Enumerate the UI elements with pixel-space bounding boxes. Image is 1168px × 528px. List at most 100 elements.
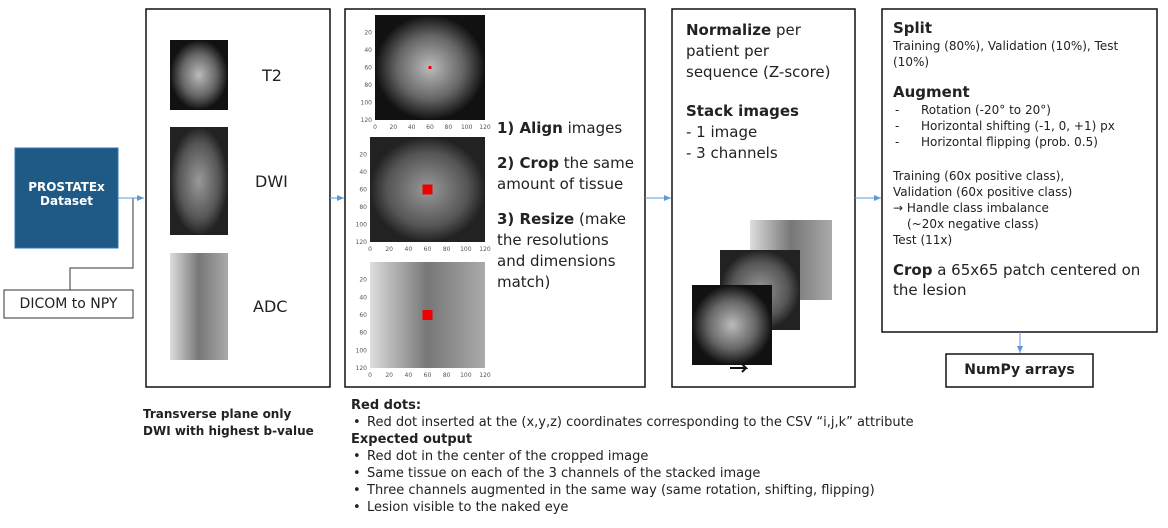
note-item: Red dot in the center of the cropped ima… [351, 448, 914, 465]
axis-tick-label: 60 [364, 65, 372, 72]
axis-tick-label: 120 [479, 246, 491, 253]
lesion-dot [422, 184, 433, 195]
red-dots-title: Red dots: [351, 398, 422, 413]
axis-tick-label: 100 [461, 124, 473, 131]
steps: 1) Align images 2) Crop the same amount … [497, 118, 639, 307]
axis-tick-label: 80 [364, 82, 372, 89]
sequence-label: ADC [253, 297, 288, 316]
augment-list: Rotation (-20° to 20°) Horizontal shifti… [893, 102, 1153, 150]
step-text: (make the resolutions and dimensions mat… [497, 210, 627, 291]
dataset-prep-box [881, 8, 1158, 333]
axis-tick-label: 80 [443, 372, 451, 379]
note: Transverse plane only [143, 407, 292, 421]
balance-line: Validation (60x positive class) [893, 185, 1073, 199]
axis-tick-label: 40 [364, 47, 372, 54]
sequence-label: DWI [255, 172, 288, 191]
sequence-notes: Transverse plane only DWI with highest b… [143, 406, 314, 440]
stack-item: - 1 image [686, 123, 758, 141]
crop-text: a 65x65 patch centered on the lesion [893, 261, 1141, 299]
step: 3) Resize (make the resolutions and dime… [497, 209, 639, 293]
axis-tick-label: 20 [385, 246, 393, 253]
crop: Crop a 65x65 patch centered on the lesio… [893, 260, 1153, 300]
axis-tick-label: 20 [359, 277, 367, 284]
axis-tick-label: 120 [356, 365, 368, 372]
normalize-text: per patient per sequence (Z-score) [686, 21, 831, 81]
connector [69, 198, 134, 290]
stack-title: Stack images [686, 102, 799, 120]
axis-tick-label: 100 [361, 100, 373, 107]
split-text: Training (80%), Validation (10%), Test (… [893, 39, 1119, 69]
note-item: Lesion visible to the naked eye [351, 499, 914, 516]
split-title: Split [893, 19, 932, 37]
t2-image [170, 40, 228, 110]
conversion-box [3, 289, 134, 319]
axis-tick-label: 40 [359, 169, 367, 176]
axis-tick-label: 0 [368, 246, 372, 253]
step-bold: 1) Align [497, 119, 563, 137]
normalize-bold: Normalize [686, 21, 772, 39]
axis-tick-label: 80 [443, 246, 451, 253]
note-item: Three channels augmented in the same way… [351, 482, 914, 499]
axis-tick-label: 120 [479, 124, 491, 131]
axis-tick-label: 60 [424, 246, 432, 253]
lesion-dot [428, 66, 432, 69]
output-label: NumPy arrays [964, 362, 1075, 378]
sequence-label: T2 [262, 66, 282, 85]
augment-item: Rotation (-20° to 20°) [893, 102, 1153, 118]
lesion-dot [422, 310, 433, 320]
axis-tick-label: 20 [390, 124, 398, 131]
red-dots-list: Red dot inserted at the (x,y,z) coordina… [351, 414, 914, 431]
crop-bold: Crop [893, 261, 933, 279]
note-item: Red dot inserted at the (x,y,z) coordina… [351, 414, 914, 431]
augment-item: Horizontal flipping (prob. 0.5) [893, 134, 1153, 150]
axis-tick-label: 20 [385, 372, 393, 379]
step-text: the same amount of tissue [497, 154, 634, 193]
axis-tick-label: 120 [356, 239, 368, 246]
axis-tick-label: 80 [359, 204, 367, 211]
normalization-text: Normalize per patient per sequence (Z-sc… [686, 20, 846, 164]
notes: Red dots: Red dot inserted at the (x,y,z… [351, 397, 914, 516]
step-text: images [562, 119, 623, 137]
axis-tick-label: 40 [405, 246, 413, 253]
normalize: Normalize per patient per sequence (Z-sc… [686, 20, 846, 83]
axis-tick-label: 0 [373, 124, 377, 131]
balance-line: (~20x negative class) [907, 217, 1039, 231]
stack-arrow [730, 363, 749, 373]
note: DWI with highest b-value [143, 424, 314, 438]
axis-tick-label: 100 [460, 246, 472, 253]
step: 2) Crop the same amount of tissue [497, 153, 639, 195]
axis-tick-label: 120 [479, 372, 491, 379]
axis-tick-label: 80 [359, 330, 367, 337]
balance-line: Test (11x) [893, 233, 953, 247]
axis-tick-label: 20 [359, 152, 367, 159]
axis-tick-label: 40 [408, 124, 416, 131]
dataset-prep-text: Split Training (80%), Validation (10%), … [893, 18, 1153, 300]
axis-tick-label: 100 [356, 222, 368, 229]
axis-tick-label: 0 [368, 372, 372, 379]
axis-tick-label: 40 [359, 294, 367, 301]
stack-item: - 3 channels [686, 144, 778, 162]
dataset-label: PROSTATEx Dataset [28, 180, 105, 208]
note-item: Same tissue on each of the 3 channels of… [351, 465, 914, 482]
axis-tick-label: 100 [460, 372, 472, 379]
step-bold: 2) Crop [497, 154, 559, 172]
step: 1) Align images [497, 118, 639, 139]
output-box [945, 353, 1094, 388]
augment-title: Augment [893, 83, 970, 101]
channel-image [692, 285, 772, 365]
conversion-label: DICOM to NPY [19, 296, 118, 312]
axis-tick-label: 40 [405, 372, 413, 379]
balance-line: Training (60x positive class), [893, 169, 1065, 183]
expected-list: Red dot in the center of the cropped ima… [351, 448, 914, 516]
adc-image [170, 253, 228, 360]
axis-tick-label: 100 [356, 347, 368, 354]
axis-tick-label: 60 [359, 312, 367, 319]
balance: Training (60x positive class), Validatio… [893, 168, 1153, 248]
axis-tick-label: 80 [445, 124, 453, 131]
axis-tick-label: 120 [361, 117, 373, 124]
axis-tick-label: 60 [426, 124, 434, 131]
balance-line: → Handle class imbalance [893, 201, 1049, 215]
axis-tick-label: 60 [424, 372, 432, 379]
